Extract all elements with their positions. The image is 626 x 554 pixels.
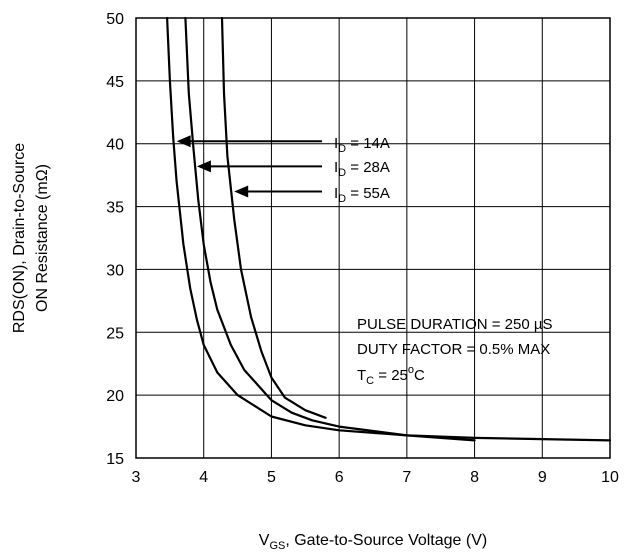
grid: [135, 17, 611, 459]
y-tick-label: 15: [106, 451, 124, 468]
arrow-head: [234, 185, 249, 198]
annotation-id-28a: ID = 28A: [334, 159, 390, 179]
x-tick-labels: 3 4 5 6 7 8 9 10: [132, 469, 619, 486]
x-tick-label: 10: [601, 469, 619, 486]
series-line-2: [220, 16, 327, 419]
x-tick-label: 6: [335, 469, 344, 486]
y-tick-label: 40: [106, 137, 124, 154]
curves: [166, 16, 612, 442]
x-tick-label: 8: [470, 469, 479, 486]
y-tick-label: 35: [106, 200, 124, 217]
y-axis-label-line2: ON Resistance (mΩ): [34, 164, 51, 312]
x-axis-label-rest: , Gate-to-Source Voltage (V): [285, 532, 487, 549]
y-tick-labels: 15 20 25 30 35 40 45 50: [106, 11, 124, 468]
plot-frame: [135, 17, 611, 459]
x-tick-label: 4: [199, 469, 208, 486]
annotation-arrows: [176, 135, 322, 198]
arrow-head: [176, 135, 191, 148]
note-pulse-duration: PULSE DURATION = 250 µS: [357, 316, 553, 333]
y-tick-label: 20: [106, 388, 124, 405]
x-tick-label: 7: [402, 469, 411, 486]
x-axis-label-sub: GS: [269, 540, 285, 552]
arrow-head: [196, 160, 211, 173]
annotation-id-55a: ID = 55A: [334, 185, 390, 205]
x-axis-label-main: V: [259, 532, 270, 549]
note-case-temperature: TC = 25oC: [357, 364, 425, 387]
y-tick-label: 25: [106, 325, 124, 342]
note-duty-factor: DUTY FACTOR = 0.5% MAX: [357, 341, 550, 358]
y-tick-label: 50: [106, 11, 124, 28]
x-tick-label: 3: [132, 469, 141, 486]
y-tick-label: 30: [106, 262, 124, 279]
x-tick-label: 9: [538, 469, 547, 486]
y-tick-label: 45: [106, 74, 124, 91]
annotation-id-14a: ID = 14A: [334, 135, 390, 155]
x-tick-label: 5: [267, 469, 276, 486]
x-axis-label: VGS, Gate-to-Source Voltage (V): [259, 532, 487, 552]
y-axis-label-line1: RDS(ON), Drain-to-Source: [11, 143, 28, 333]
series-line-1: [184, 16, 476, 442]
